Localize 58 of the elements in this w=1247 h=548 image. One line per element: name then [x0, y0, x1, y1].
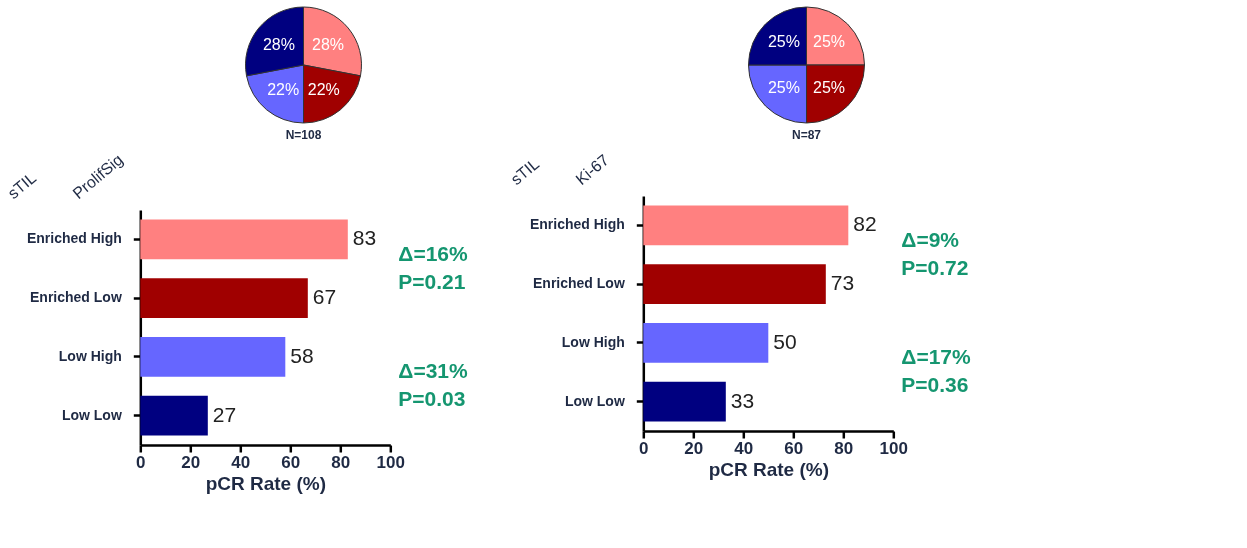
x-tick-label: 0	[639, 438, 649, 458]
bar	[140, 336, 286, 377]
x-tick-label: 60	[784, 438, 804, 458]
data-label: 82	[853, 212, 877, 236]
bar	[140, 278, 308, 319]
data-label: 22%	[307, 80, 340, 98]
bar	[643, 205, 849, 246]
text: Δ=17%	[901, 345, 972, 369]
text: P=0.21	[398, 269, 466, 293]
data-label: 28%	[262, 35, 295, 53]
x-tick-label: 20	[181, 452, 201, 472]
y-tick-label: Enriched High	[529, 216, 625, 233]
data-label: 25%	[813, 78, 846, 96]
text: sTIL	[4, 168, 40, 202]
y-tick-label: Low Low	[564, 392, 625, 409]
x-tick-label: 40	[734, 438, 754, 458]
x-tick-label: 100	[879, 438, 908, 458]
data-label: 22%	[267, 80, 300, 98]
x-tick-label: 100	[376, 452, 405, 472]
data-label: 28%	[312, 35, 345, 53]
x-axis-title: pCR Rate (%)	[205, 472, 326, 494]
bar	[140, 395, 208, 436]
text: Δ=31%	[398, 359, 469, 383]
data-label: 67	[312, 285, 337, 309]
text: P=0.03	[398, 387, 466, 411]
y-tick-label: Enriched High	[26, 230, 122, 247]
data-label: 73	[830, 271, 855, 295]
x-axis-title: pCR Rate (%)	[708, 458, 829, 480]
data-label: 25%	[767, 33, 800, 51]
x-tick-label: 40	[231, 452, 251, 472]
data-label: 50	[773, 329, 797, 353]
y-tick-label: Low High	[58, 347, 122, 364]
data-label: 83	[352, 226, 377, 250]
x-tick-label: 80	[834, 438, 854, 458]
data-label: 33	[730, 388, 755, 412]
y-tick-label: Low High	[561, 333, 625, 350]
bar	[643, 381, 726, 422]
y-tick-label: Enriched Low	[30, 289, 122, 306]
x-tick-label: 20	[684, 438, 704, 458]
text: Δ=16%	[398, 241, 469, 265]
text: P=0.36	[901, 373, 969, 397]
data-label: 58	[290, 343, 314, 367]
data-label: 25%	[813, 33, 846, 51]
bar	[643, 264, 826, 305]
x-tick-label: 60	[281, 452, 301, 472]
y-tick-label: Enriched Low	[533, 275, 625, 292]
text: N=108	[285, 128, 322, 142]
text: sTIL	[507, 154, 543, 188]
text: P=0.72	[901, 255, 969, 279]
y-tick-label: Low Low	[61, 406, 122, 423]
text: N=87	[791, 128, 822, 142]
data-label: 27	[212, 402, 237, 426]
data-label: 25%	[767, 78, 800, 96]
bar	[140, 219, 348, 260]
x-tick-label: 80	[331, 452, 351, 472]
x-tick-label: 0	[136, 452, 146, 472]
text: Δ=9%	[901, 227, 960, 251]
bar	[643, 322, 769, 363]
